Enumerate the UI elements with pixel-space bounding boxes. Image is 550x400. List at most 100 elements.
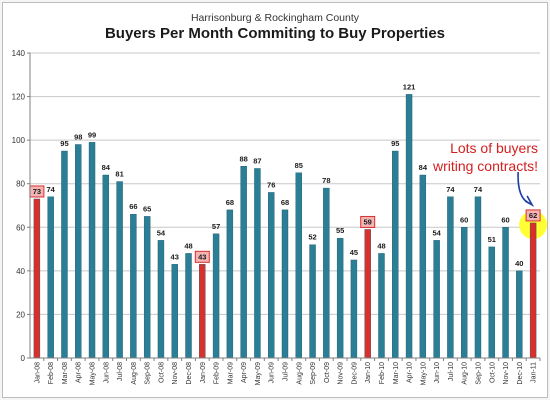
y-tick-label: 60 <box>16 223 25 232</box>
annotation-line-2: writing contracts! <box>432 158 538 174</box>
bar <box>116 181 123 359</box>
x-tick-label: Nov-10 <box>503 362 510 385</box>
bar <box>433 240 440 359</box>
bar <box>61 150 68 359</box>
x-tick-label: Dec-09 <box>351 362 358 385</box>
x-tick-label: Oct-10 <box>489 362 496 383</box>
bar <box>323 187 330 359</box>
x-tick-label: Jan-11 <box>531 362 538 383</box>
x-tick-label: Oct-09 <box>324 362 331 383</box>
bar <box>474 196 482 359</box>
bar <box>378 253 385 359</box>
bar <box>171 264 178 359</box>
bar <box>33 198 41 359</box>
data-label: 57 <box>212 222 220 231</box>
y-tick-label: 100 <box>12 136 26 145</box>
x-tick-label: Jan-08 <box>34 362 41 384</box>
y-tick-label: 80 <box>16 180 25 189</box>
arrow-head <box>524 195 535 208</box>
bar <box>75 144 82 359</box>
x-tick-label: Mar-09 <box>227 362 234 384</box>
data-label: 65 <box>143 204 151 213</box>
x-tick-label: May-10 <box>420 362 427 385</box>
data-label: 84 <box>419 163 428 172</box>
bar <box>226 209 234 359</box>
bars <box>33 94 537 359</box>
x-tick-label: Jun-10 <box>434 362 441 384</box>
bar <box>254 168 261 359</box>
x-tick-label: Aug-10 <box>462 362 469 385</box>
x-tick-label: Nov-09 <box>338 362 345 385</box>
chart-title: Buyers Per Month Commiting to Buy Proper… <box>104 25 446 42</box>
data-label: 88 <box>239 154 247 163</box>
data-label: 68 <box>226 198 234 207</box>
bar <box>102 174 110 359</box>
data-label: 74 <box>474 185 483 194</box>
x-tick-label: Nov-08 <box>172 362 179 385</box>
x-tick-label: Mar-10 <box>393 362 400 384</box>
data-label: 95 <box>391 139 399 148</box>
data-label: 87 <box>253 156 261 165</box>
data-label: 60 <box>501 215 509 224</box>
bar <box>281 209 289 359</box>
bar <box>405 94 413 359</box>
data-label: 43 <box>198 252 206 261</box>
data-label: 73 <box>33 187 41 196</box>
y-tick-label: 0 <box>21 354 26 363</box>
x-tick-label: Feb-09 <box>214 362 221 384</box>
y-tick-label: 120 <box>12 93 26 102</box>
data-label: 40 <box>515 259 523 268</box>
data-label: 51 <box>488 235 496 244</box>
bar <box>143 216 151 359</box>
data-label: 52 <box>308 233 316 242</box>
bar <box>309 244 316 359</box>
data-label: 95 <box>60 139 68 148</box>
x-tick-label: Sep-09 <box>310 362 317 385</box>
x-tick-label: Mar-08 <box>62 362 69 384</box>
annotation-text: Lots of buyers writing contracts! <box>433 139 538 175</box>
data-label: 54 <box>157 228 166 237</box>
data-label: 121 <box>403 82 416 91</box>
x-tick-label: Feb-10 <box>379 362 386 384</box>
x-tick-label: Aug-08 <box>131 362 138 385</box>
data-label: 85 <box>295 161 303 170</box>
y-tick-label: 20 <box>16 310 25 319</box>
data-label: 45 <box>350 248 358 257</box>
data-label-box <box>194 250 210 263</box>
data-label: 76 <box>267 180 275 189</box>
y-axis-ticks: 0 20 40 60 80 100 120 140 <box>12 49 30 363</box>
data-label: 84 <box>102 163 111 172</box>
x-tick-label: Apr-08 <box>76 362 83 383</box>
bar <box>199 264 206 359</box>
x-tick-label: Jan-09 <box>200 362 207 384</box>
data-label: 99 <box>88 130 96 139</box>
data-label: 98 <box>74 133 82 142</box>
data-label: 48 <box>184 241 192 250</box>
data-label: 68 <box>281 198 289 207</box>
bar <box>447 196 454 359</box>
bar <box>88 142 96 359</box>
bar <box>488 246 495 359</box>
data-label: 54 <box>432 228 441 237</box>
x-tick-label: Jul-08 <box>117 362 124 381</box>
data-label: 55 <box>336 226 344 235</box>
data-label: 48 <box>377 241 385 250</box>
axes <box>29 53 540 359</box>
x-tick-label: Apr-10 <box>407 362 414 383</box>
data-label-box <box>360 215 376 228</box>
bar <box>350 259 358 359</box>
data-label: 60 <box>460 215 468 224</box>
x-tick-label: Apr-09 <box>241 362 248 383</box>
bar <box>516 270 523 359</box>
x-tick-label: Jan-10 <box>365 362 372 384</box>
data-label: 62 <box>529 211 537 220</box>
data-label: 78 <box>322 176 330 185</box>
x-tick-label: Feb-08 <box>48 362 55 384</box>
bar <box>295 172 302 359</box>
x-tick-label: Dec-10 <box>517 362 524 385</box>
bar <box>212 233 220 359</box>
chart-subtitle: Harrisonburg & Rockingham County <box>190 12 360 24</box>
x-tick-label: Jul-09 <box>283 362 290 381</box>
data-label: 43 <box>171 252 179 261</box>
